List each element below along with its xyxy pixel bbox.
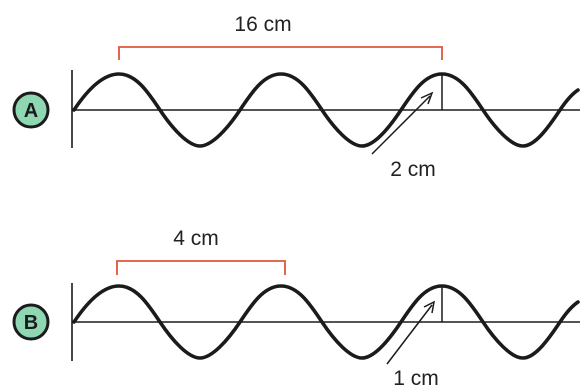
wave-b-amplitude-pointer <box>386 304 433 365</box>
wave-a-panel: 16 cm 2 cm A <box>12 13 580 181</box>
wave-a-badge-letter: A <box>24 100 38 122</box>
wave-a-amplitude-arrowhead <box>420 91 434 105</box>
wave-a-badge <box>12 91 50 129</box>
wave-b-badge <box>12 303 50 341</box>
wave-b-amplitude-label: 1 cm <box>393 367 439 388</box>
wave-a-amplitude-label: 2 cm <box>390 158 436 181</box>
wave-a-amplitude-pointer <box>371 95 431 155</box>
wave-a-wavelength-bracket <box>118 46 443 60</box>
wave-b-amplitude-arrowhead <box>423 300 436 314</box>
wave-b-badge-letter: B <box>24 312 38 334</box>
wave-a-wavelength-label: 16 cm <box>234 13 291 36</box>
wave-a-curve <box>72 72 580 148</box>
wave-b-wavelength-bracket <box>116 260 286 275</box>
wave-b-wavelength-label: 4 cm <box>173 227 219 250</box>
wave-b-panel: 4 cm 1 cm B <box>12 227 580 388</box>
wave-b-curve <box>72 284 580 360</box>
